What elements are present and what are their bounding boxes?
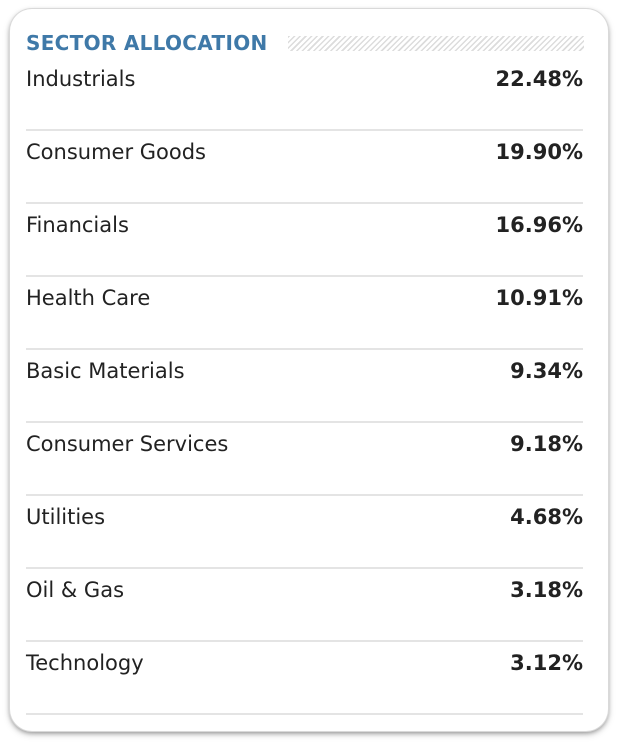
header-hatch-decoration <box>287 36 584 51</box>
sector-label: Financials <box>26 213 129 237</box>
sector-label: Consumer Services <box>26 432 229 456</box>
sector-label: Consumer Goods <box>26 140 206 164</box>
sector-row-industrials: Industrials 22.48% <box>26 58 583 131</box>
sector-label: Technology <box>26 651 144 675</box>
sector-row-technology: Technology 3.12% <box>26 642 583 715</box>
sector-allocation-card: SECTOR ALLOCATION Industrials 22.48% Con… <box>10 9 608 731</box>
sector-label: Industrials <box>26 67 136 91</box>
sector-row-financials: Financials 16.96% <box>26 204 583 277</box>
sector-label: Utilities <box>26 505 106 529</box>
sector-row-consumer-goods: Consumer Goods 19.90% <box>26 131 583 204</box>
sector-value: 10.91% <box>495 286 583 310</box>
sector-value: 19.90% <box>495 140 583 164</box>
sector-value: 9.18% <box>510 432 583 456</box>
sector-label: Health Care <box>26 286 151 310</box>
sector-value: 4.68% <box>510 505 583 529</box>
sector-list: Industrials 22.48% Consumer Goods 19.90%… <box>26 58 583 715</box>
sector-row-utilities: Utilities 4.68% <box>26 496 583 569</box>
sector-row-oil-gas: Oil & Gas 3.18% <box>26 569 583 642</box>
sector-value: 3.12% <box>510 651 583 675</box>
sector-row-health-care: Health Care 10.91% <box>26 277 583 350</box>
sector-label: Oil & Gas <box>26 578 125 602</box>
sector-label: Basic Materials <box>26 359 185 383</box>
sector-row-consumer-services: Consumer Services 9.18% <box>26 423 583 496</box>
sector-value: 22.48% <box>495 67 583 91</box>
sector-value: 3.18% <box>510 578 583 602</box>
card-title: SECTOR ALLOCATION <box>26 31 268 55</box>
sector-value: 16.96% <box>495 213 583 237</box>
sector-value: 9.34% <box>510 359 583 383</box>
sector-row-basic-materials: Basic Materials 9.34% <box>26 350 583 423</box>
card-header: SECTOR ALLOCATION <box>26 29 584 57</box>
